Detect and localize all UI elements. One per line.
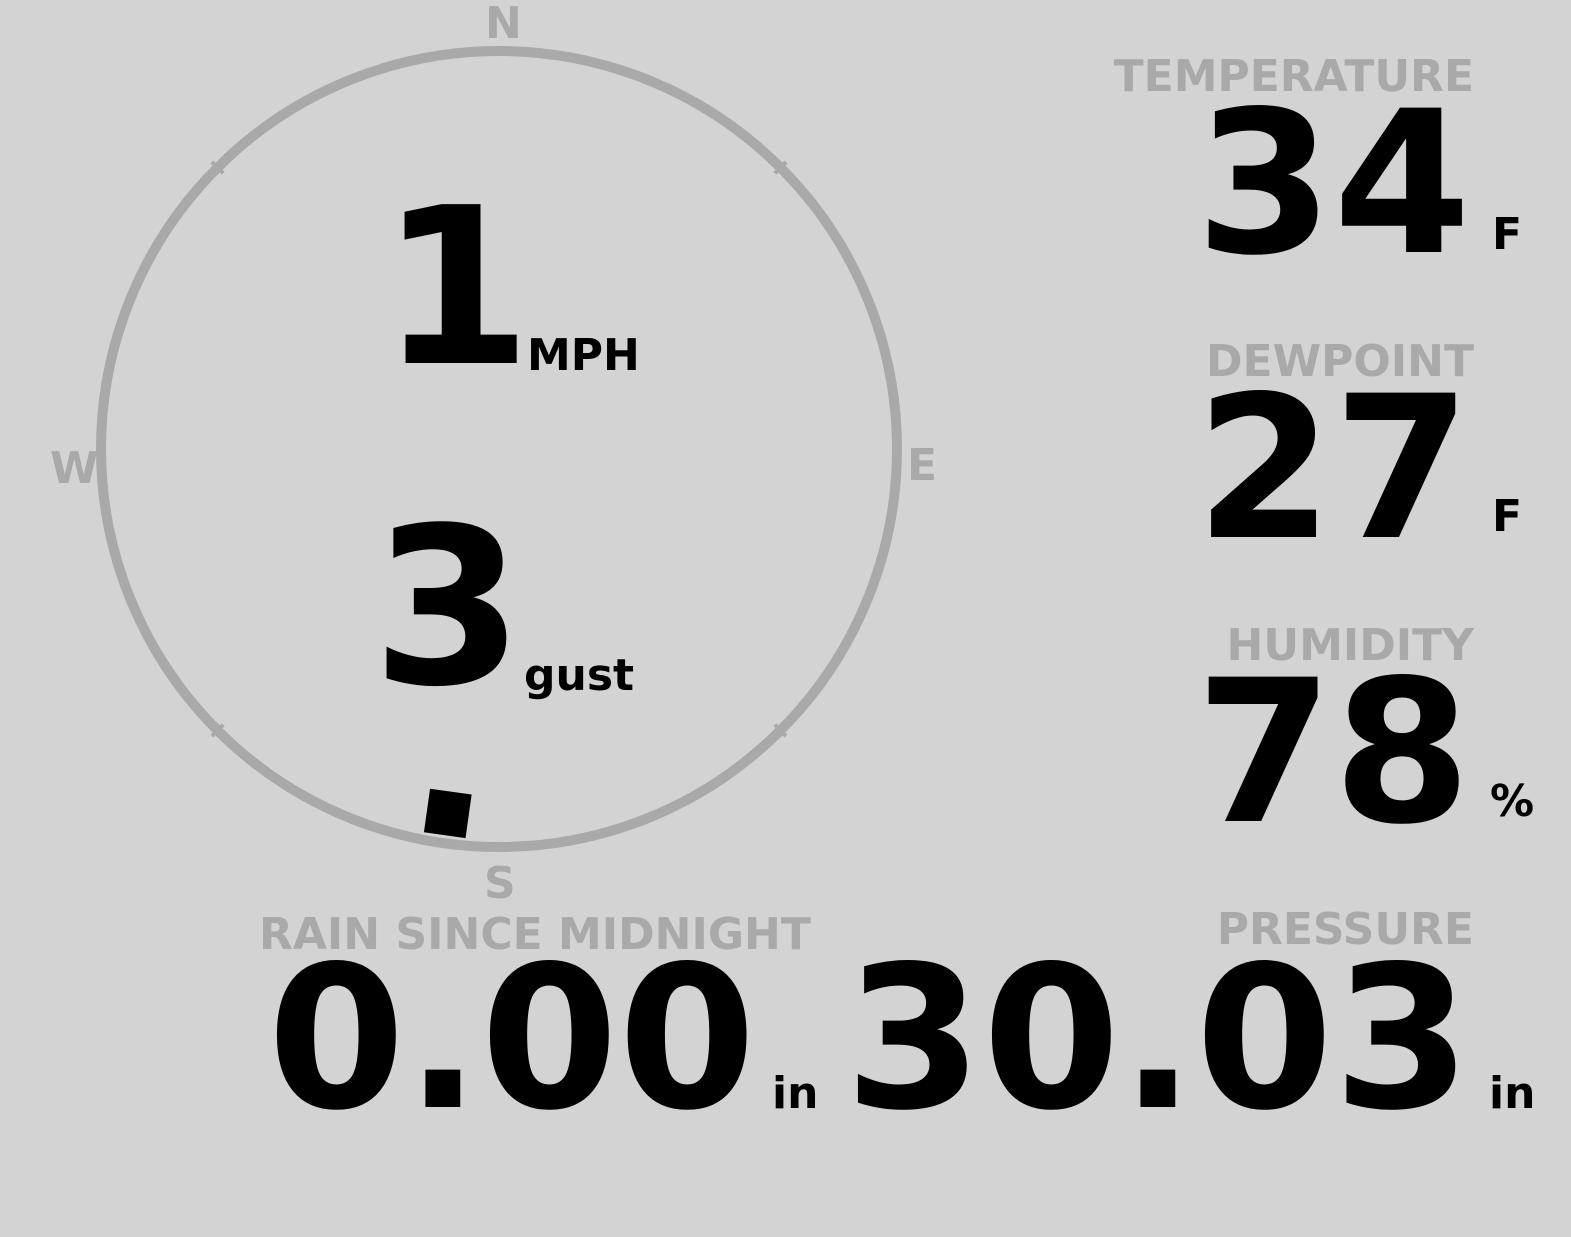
dewpoint-unit: F (1492, 491, 1523, 542)
rain-unit: in (772, 1068, 819, 1119)
temperature-value: 34 (1195, 68, 1471, 299)
temperature-unit: F (1492, 209, 1523, 260)
temperature-label: TEMPERATURE (1113, 51, 1474, 102)
compass-south: S (484, 858, 516, 909)
pressure-value: 30.03 (844, 923, 1471, 1154)
compass-tick (773, 723, 788, 738)
wind-speed-unit: MPH (527, 330, 640, 381)
humidity-value: 78 (1195, 637, 1471, 868)
humidity-unit: % (1490, 776, 1535, 827)
wind-direction-marker (423, 788, 472, 839)
compass-tick (210, 160, 225, 175)
wind-gust-value: 3 (372, 482, 524, 735)
dewpoint-label: DEWPOINT (1206, 336, 1474, 387)
pressure-label: PRESSURE (1216, 904, 1474, 955)
compass-north: N (485, 0, 522, 49)
rain-label: RAIN SINCE MIDNIGHT (259, 909, 811, 960)
compass-west: W (50, 443, 99, 494)
humidity-label: HUMIDITY (1226, 620, 1474, 671)
rain-value: 0.00 (267, 923, 756, 1154)
compass-ticks (210, 160, 788, 738)
wind-speed-value: 1 (380, 162, 532, 415)
wind-gust-unit: gust (524, 650, 635, 701)
compass-tick (773, 160, 788, 175)
compass-ring (96, 46, 902, 852)
compass-tick (210, 723, 225, 738)
compass-east: E (907, 440, 938, 491)
pressure-unit: in (1489, 1068, 1536, 1119)
dewpoint-value: 27 (1195, 353, 1471, 584)
